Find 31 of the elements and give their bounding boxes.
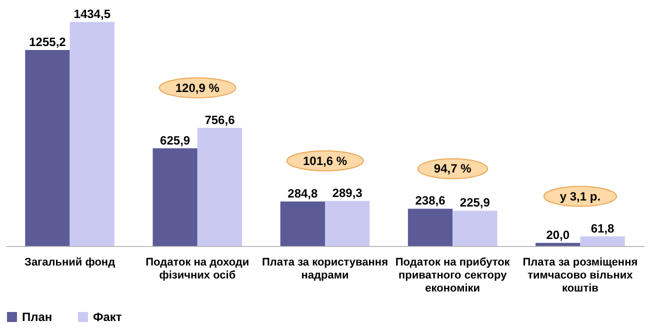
- bar: [70, 22, 114, 246]
- x-tick-label: Плата за користування надрами: [262, 256, 388, 282]
- x-tick-label: Податок на доходи фізичних осіб: [146, 256, 250, 282]
- bar: [325, 200, 370, 246]
- annotation: 101,6 %: [302, 154, 348, 168]
- data-label: 756,6: [204, 112, 236, 127]
- bar: [580, 236, 625, 246]
- annotation: 120,9 %: [175, 80, 220, 95]
- x-tick-label: Загальний фонд: [24, 256, 116, 268]
- data-label: 20,0: [546, 228, 570, 242]
- legend-label: План: [22, 310, 52, 324]
- data-label: 1434,5: [74, 7, 111, 21]
- bar: [408, 208, 453, 246]
- bar: [152, 148, 198, 246]
- bar: [536, 242, 580, 246]
- bar: [452, 210, 498, 246]
- legend-label: Факт: [93, 310, 122, 324]
- data-label: 1255,2: [29, 35, 66, 49]
- data-label: 289,3: [332, 186, 363, 200]
- data-label: 238,6: [415, 194, 446, 208]
- data-label: 625,9: [160, 133, 190, 148]
- data-label: 61,8: [590, 221, 615, 236]
- x-tick-label: Податок на прибуток приватного сектору економіки: [395, 256, 510, 294]
- bar: [197, 128, 242, 246]
- x-tick-label: Плата за розміщення тимчасово вільних коштів: [522, 256, 638, 294]
- bar: [25, 50, 70, 246]
- annotation: 94,7 %: [434, 162, 472, 176]
- bar: [280, 202, 325, 246]
- data-label: 225,9: [460, 196, 490, 210]
- annotation: у 3,1 р.: [560, 189, 601, 204]
- data-label: 284,8: [288, 186, 318, 201]
